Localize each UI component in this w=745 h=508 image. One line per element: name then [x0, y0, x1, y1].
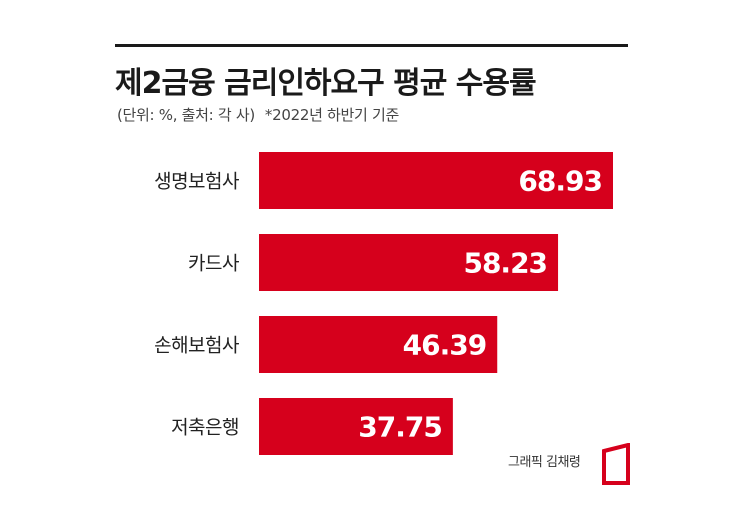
- category-label-1: 카드사: [188, 253, 239, 275]
- bar-2: [259, 316, 498, 373]
- bar-1: [259, 234, 559, 291]
- category-label-2: 손해보험사: [154, 335, 239, 357]
- value-label-1: 58.23: [463, 247, 547, 280]
- category-label-0: 생명보험사: [154, 171, 239, 193]
- value-label-2: 46.39: [403, 329, 487, 362]
- unit-source-label: (단위: %, 출처: 각 사): [117, 106, 255, 124]
- basis-note: *2022년 하반기 기준: [264, 106, 400, 124]
- value-label-0: 68.93: [518, 165, 602, 198]
- publisher-logo-icon: [602, 443, 630, 485]
- chart-subtitle: (단위: %, 출처: 각 사) *2022년 하반기 기준: [117, 104, 399, 125]
- bar-0: [259, 152, 613, 209]
- category-label-3: 저축은행: [171, 417, 239, 439]
- bar-3: [259, 398, 453, 455]
- value-label-3: 37.75: [358, 411, 442, 444]
- graphic-credit: 그래픽 김채령: [508, 455, 581, 470]
- chart-title: 제2금융 금리인하요구 평균 수용률: [115, 66, 537, 101]
- top-rule: [115, 44, 628, 47]
